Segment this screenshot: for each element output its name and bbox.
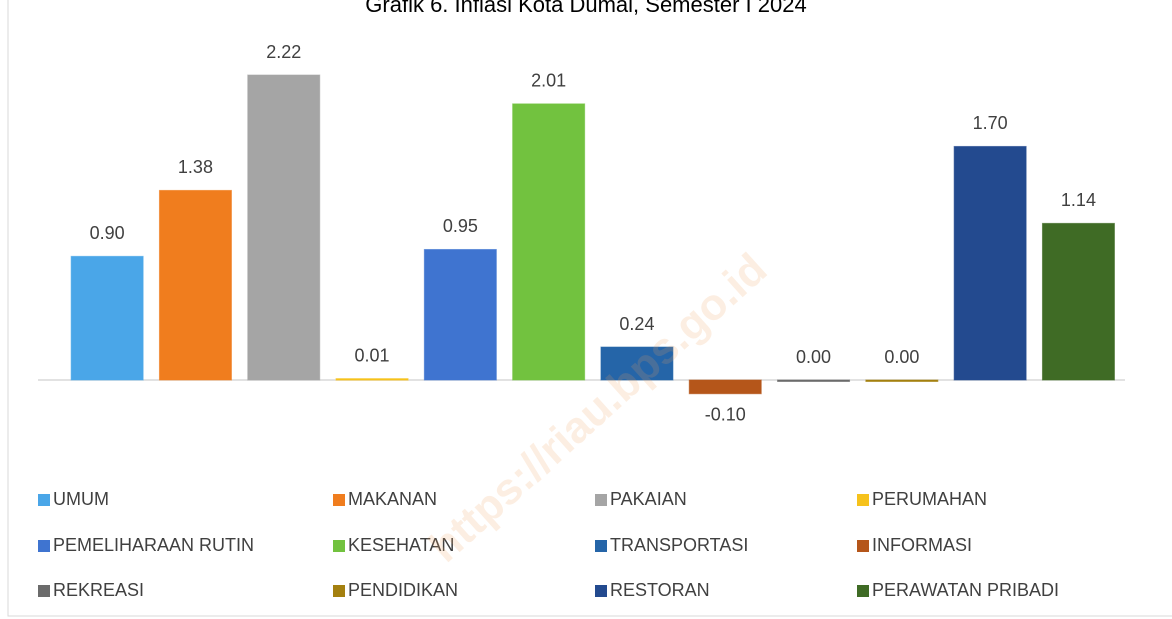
bar: [1041, 222, 1115, 381]
legend-swatch: [333, 540, 345, 552]
legend-label: RESTORAN: [610, 580, 710, 600]
bar: [423, 248, 497, 381]
bar: [512, 103, 586, 381]
bar: [335, 378, 409, 381]
legend-label: PAKAIAN: [610, 489, 687, 509]
legend-swatch: [857, 494, 869, 506]
data-label: 0.24: [619, 314, 654, 334]
data-label: 1.14: [1061, 190, 1096, 210]
legend-swatch: [595, 494, 607, 506]
legend-label: PEMELIHARAAN RUTIN: [53, 535, 254, 555]
legend-swatch: [595, 585, 607, 597]
legend-label: UMUM: [53, 489, 109, 509]
data-label: 0.01: [355, 345, 390, 365]
bar: [688, 379, 762, 395]
bar: [600, 346, 674, 381]
legend-label: REKREASI: [53, 580, 144, 600]
legend-swatch: [857, 540, 869, 552]
bar: [865, 379, 939, 382]
chart-title: Grafik 6. Inflasi Kota Dumai, Semester I…: [365, 0, 806, 17]
legend-label: MAKANAN: [348, 489, 437, 509]
legend-swatch: [38, 585, 50, 597]
data-label: 0.00: [796, 347, 831, 367]
legend-swatch: [38, 494, 50, 506]
legend-swatch: [333, 494, 345, 506]
data-label: 0.00: [884, 347, 919, 367]
legend-label: TRANSPORTASI: [610, 535, 748, 555]
data-label: 0.90: [90, 223, 125, 243]
bar: [777, 379, 851, 382]
chart-frame: [7, 0, 1172, 617]
legend-label: INFORMASI: [872, 535, 972, 555]
legend-label: KESEHATAN: [348, 535, 454, 555]
legend-swatch: [333, 585, 345, 597]
data-label: -0.10: [705, 404, 746, 424]
legend-label: PERUMAHAN: [872, 489, 987, 509]
data-label: 0.95: [443, 216, 478, 236]
legend-swatch: [857, 585, 869, 597]
bar: [158, 189, 232, 381]
legend-swatch: [595, 540, 607, 552]
data-label: 1.38: [178, 157, 213, 177]
data-label: 1.70: [973, 113, 1008, 133]
bar: [247, 74, 321, 381]
data-label: 2.01: [531, 71, 566, 91]
legend-label: PERAWATAN PRIBADI: [872, 580, 1059, 600]
data-label: 2.22: [266, 42, 301, 62]
bar: [70, 255, 144, 381]
legend-swatch: [38, 540, 50, 552]
legend-label: PENDIDIKAN: [348, 580, 458, 600]
bar: [953, 145, 1027, 381]
